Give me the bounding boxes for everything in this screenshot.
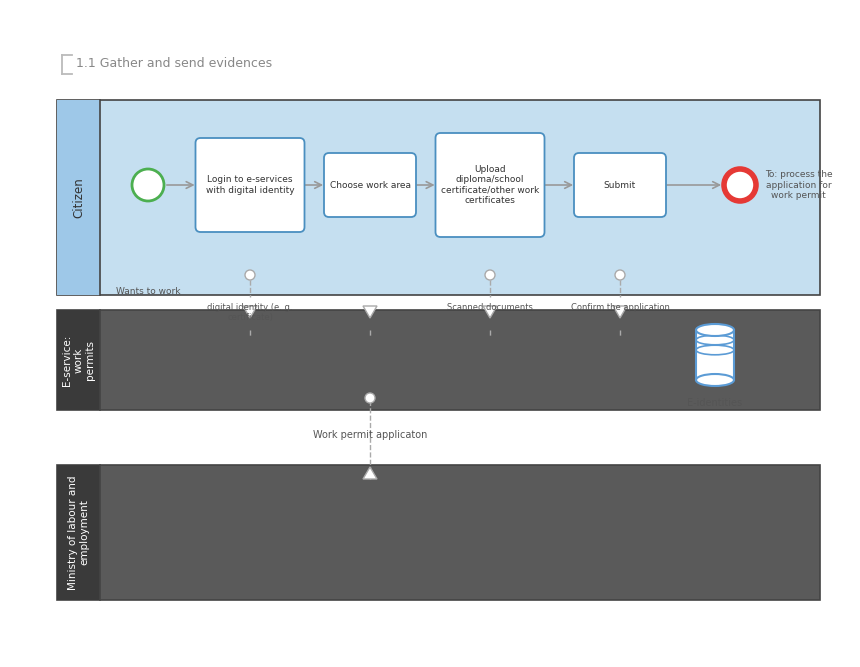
Bar [57, 100, 820, 295]
Bar [57, 465, 820, 600]
Text: Wants to work: Wants to work [116, 287, 181, 296]
Bar [696, 330, 734, 380]
Text: digital identity (e. g.
certificate): digital identity (e. g. certificate) [207, 303, 292, 322]
Text: To: process the
application for
work permit: To: process the application for work per… [765, 170, 832, 200]
Circle shape [724, 169, 756, 201]
Text: Citizen: Citizen [72, 177, 85, 218]
Circle shape [132, 169, 164, 201]
Text: Confirm the application: Confirm the application [570, 303, 669, 312]
Text: E-service:
work
permits: E-service: work permits [62, 334, 95, 386]
Polygon shape [363, 467, 377, 479]
Bar [57, 465, 100, 600]
Bar [57, 310, 100, 410]
FancyBboxPatch shape [195, 138, 304, 232]
Ellipse shape [696, 374, 734, 386]
FancyBboxPatch shape [324, 153, 416, 217]
Circle shape [365, 393, 375, 403]
Circle shape [485, 270, 495, 280]
Text: Login to e-services
with digital identity: Login to e-services with digital identit… [206, 175, 294, 195]
Text: Submit: Submit [604, 181, 636, 189]
Circle shape [615, 270, 625, 280]
Ellipse shape [696, 324, 734, 336]
Polygon shape [243, 306, 257, 318]
Text: Scanned documents: Scanned documents [447, 303, 533, 312]
Polygon shape [363, 306, 377, 318]
Text: Choose work area: Choose work area [329, 181, 410, 189]
Polygon shape [483, 306, 497, 318]
Text: Work permit applicaton: Work permit applicaton [313, 430, 427, 440]
Bar [57, 310, 820, 410]
Text: Upload
diploma/school
certificate/other work
certificates: Upload diploma/school certificate/other … [441, 165, 539, 205]
FancyBboxPatch shape [435, 133, 544, 237]
Circle shape [245, 270, 255, 280]
FancyBboxPatch shape [574, 153, 666, 217]
Polygon shape [613, 306, 627, 318]
Text: Ministry of labour and
employment: Ministry of labour and employment [68, 476, 89, 590]
Text: E-identities: E-identities [687, 398, 742, 408]
Text: 1.1 Gather and send evidences: 1.1 Gather and send evidences [76, 57, 272, 70]
Bar [57, 100, 100, 295]
